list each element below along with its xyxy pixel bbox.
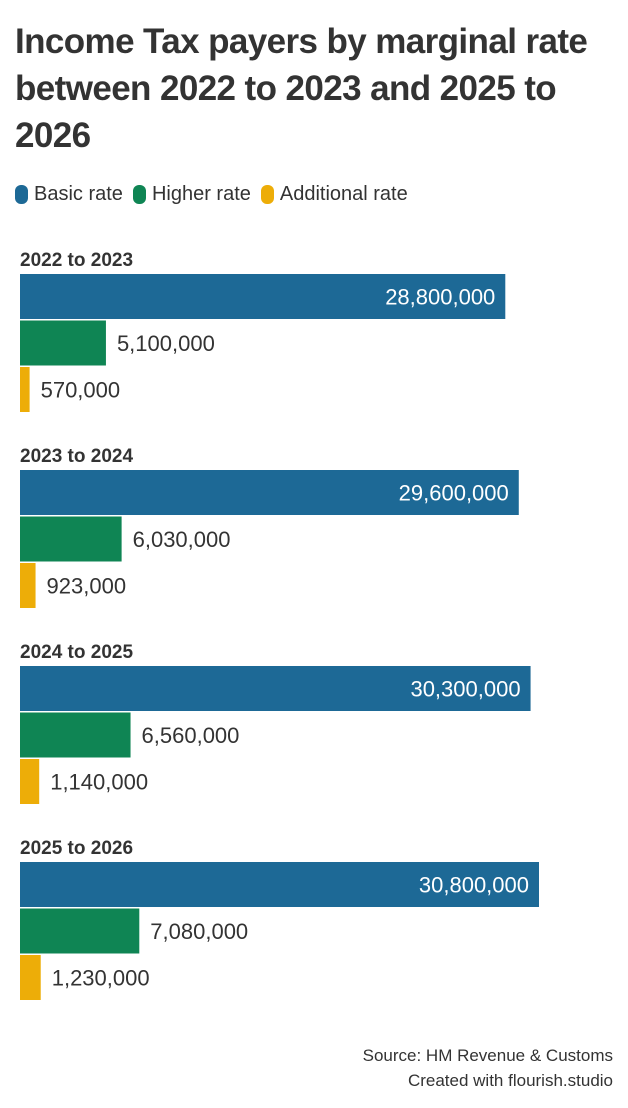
category-label: 2025 to 2026 [20,838,133,859]
footer: Source: HM Revenue & Customs Created wit… [363,1043,613,1093]
category-label: 2023 to 2024 [20,446,133,467]
data-label-additional-rate: 1,140,000 [50,770,148,795]
data-label-basic-rate: 30,300,000 [410,677,520,702]
legend-label-basic-rate: Basic rate [34,182,123,205]
source-note: Source: HM Revenue & Customs [362,1046,613,1065]
data-label-additional-rate: 923,000 [47,574,127,599]
bar-chart: 2022 to 2023 28,800,000 5,100,000 570,000 20… [20,250,539,1000]
chart-title: Income Tax payers by marginal rate betwe… [15,22,588,155]
category-label: 2024 to 2025 [20,642,133,663]
bar-basic-rate[interactable] [20,862,539,907]
data-label-basic-rate: 29,600,000 [399,481,509,506]
data-label-additional-rate: 570,000 [41,378,121,403]
legend: Basic rate Higher rate Additional rate [15,181,418,207]
bar-additional-rate[interactable] [20,367,30,412]
data-label-higher-rate: 7,080,000 [150,919,248,944]
data-label-higher-rate: 5,100,000 [117,331,215,356]
bar-higher-rate[interactable] [20,908,140,954]
data-label-higher-rate: 6,560,000 [142,723,240,748]
data-label-higher-rate: 6,030,000 [133,527,231,552]
credit-link[interactable]: Created with flourish.studio [407,1071,613,1090]
category-label: 2022 to 2023 [20,250,133,271]
data-label-basic-rate: 28,800,000 [385,285,495,310]
bar-higher-rate[interactable] [20,320,106,366]
legend-swatch-basic-rate [15,184,28,204]
bar-basic-rate[interactable] [20,274,506,319]
legend-label-additional-rate: Additional rate [279,182,408,205]
bar-additional-rate[interactable] [20,955,41,1000]
bar-higher-rate[interactable] [20,516,122,562]
bar-additional-rate[interactable] [20,563,36,608]
bar-basic-rate[interactable] [20,666,531,711]
legend-item-basic-rate[interactable]: Basic rate [15,183,123,206]
legend-item-additional-rate[interactable]: Additional rate [260,182,408,206]
data-label-additional-rate: 1,230,000 [52,966,150,991]
bar-additional-rate[interactable] [20,759,40,804]
legend-swatch-higher-rate [132,184,146,204]
bar-higher-rate[interactable] [20,712,131,758]
data-label-basic-rate: 30,800,000 [419,873,529,898]
legend-item-higher-rate[interactable]: Higher rate [132,182,251,206]
legend-swatch-additional-rate [260,184,274,204]
bar-basic-rate[interactable] [20,470,519,515]
legend-label-higher-rate: Higher rate [151,182,251,205]
